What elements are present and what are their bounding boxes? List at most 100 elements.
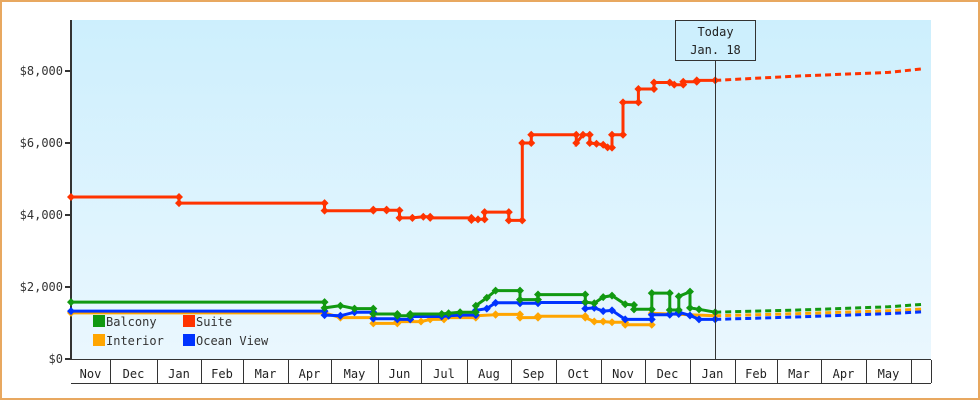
data-point-marker[interactable] [534,295,542,304]
data-point-marker[interactable] [456,308,465,317]
data-point-marker[interactable] [408,213,417,222]
data-point-marker[interactable] [336,301,345,310]
data-point-marker[interactable] [67,307,75,316]
data-point-marker[interactable] [608,318,616,327]
data-point-marker[interactable] [608,130,616,139]
data-point-marker[interactable] [686,311,694,320]
data-point-marker[interactable] [395,206,404,215]
data-point-marker[interactable] [592,139,601,148]
data-point-marker[interactable] [599,307,608,316]
data-point-marker[interactable] [650,85,658,93]
data-point-marker[interactable] [581,290,590,299]
data-point-marker[interactable] [674,306,683,315]
data-point-marker[interactable] [686,303,694,312]
legend-item-ocean-view[interactable]: Ocean View [183,334,269,348]
data-point-marker[interactable] [647,310,656,319]
data-point-marker[interactable] [471,308,480,317]
data-point-marker[interactable] [527,139,536,147]
data-point-marker[interactable] [585,130,594,139]
data-point-marker[interactable] [572,130,581,139]
data-point-marker[interactable] [382,206,391,215]
data-point-marker[interactable] [647,315,656,324]
data-point-marker[interactable] [516,313,524,322]
data-point-marker[interactable] [320,311,329,320]
data-point-marker[interactable] [426,213,435,222]
data-point-marker[interactable] [695,315,703,324]
data-point-marker[interactable] [175,199,183,208]
data-point-marker[interactable] [369,304,378,313]
data-point-marker[interactable] [686,287,694,296]
data-point-marker[interactable] [336,311,345,320]
data-point-marker[interactable] [619,130,627,139]
data-point-marker[interactable] [647,289,656,298]
data-point-marker[interactable] [590,303,599,312]
data-point-marker[interactable] [320,298,329,307]
data-point-marker[interactable] [581,304,590,313]
data-point-marker[interactable] [467,216,476,225]
data-point-marker[interactable] [419,212,428,221]
legend-item-suite[interactable]: Suite [183,315,232,329]
data-point-marker[interactable] [471,301,480,310]
data-point-marker[interactable] [670,80,679,89]
data-point-marker[interactable] [534,312,542,321]
data-point-marker[interactable] [527,130,536,139]
data-point-marker[interactable] [482,293,491,302]
data-point-marker[interactable] [665,306,674,315]
data-point-marker[interactable] [480,215,489,224]
data-point-marker[interactable] [634,98,643,107]
data-point-marker[interactable] [369,314,378,323]
data-point-marker[interactable] [406,310,415,318]
data-point-marker[interactable] [482,304,491,313]
data-point-marker[interactable] [585,139,594,147]
data-point-marker[interactable] [572,139,581,147]
data-point-marker[interactable] [350,304,359,313]
data-point-marker[interactable] [590,299,599,308]
data-point-marker[interactable] [695,305,703,314]
data-point-marker[interactable] [534,290,542,299]
data-point-marker[interactable] [647,305,656,314]
data-point-marker[interactable] [67,193,75,201]
data-point-marker[interactable] [650,78,658,87]
data-point-marker[interactable] [516,286,524,295]
data-point-marker[interactable] [599,317,608,326]
data-point-marker[interactable] [692,76,701,85]
data-point-marker[interactable] [674,292,683,301]
data-point-marker[interactable] [518,139,527,147]
data-point-marker[interactable] [320,199,329,208]
data-point-marker[interactable] [67,298,75,307]
data-point-marker[interactable] [599,293,608,302]
data-point-marker[interactable] [504,216,513,225]
data-point-marker[interactable] [474,215,482,224]
data-point-marker[interactable] [630,301,638,309]
data-point-marker[interactable] [320,206,329,215]
data-point-marker[interactable] [518,216,527,225]
data-point-marker[interactable] [647,320,656,329]
data-point-marker[interactable] [590,317,599,326]
data-point-marker[interactable] [608,291,616,300]
data-point-marker[interactable] [504,208,513,217]
data-point-marker[interactable] [395,213,404,222]
data-point-marker[interactable] [516,295,524,304]
data-point-marker[interactable] [369,205,378,214]
data-point-marker[interactable] [369,310,378,318]
legend-item-interior[interactable]: Interior [93,334,164,348]
data-point-marker[interactable] [608,143,616,152]
data-point-marker[interactable] [579,130,587,139]
data-point-marker[interactable] [480,208,489,217]
data-point-marker[interactable] [621,320,630,329]
data-point-marker[interactable] [417,317,425,326]
data-point-marker[interactable] [491,286,500,295]
data-point-marker[interactable] [665,289,674,298]
data-point-marker[interactable] [630,305,638,314]
data-point-marker[interactable] [619,98,627,107]
data-point-marker[interactable] [608,306,616,315]
data-point-marker[interactable] [175,193,183,201]
data-point-marker[interactable] [679,77,688,86]
data-point-marker[interactable] [369,319,378,328]
legend-item-balcony[interactable]: Balcony [93,315,157,329]
data-point-marker[interactable] [393,311,402,320]
data-point-marker[interactable] [634,85,643,93]
data-point-marker[interactable] [581,298,590,307]
data-point-marker[interactable] [621,315,630,324]
data-point-marker[interactable] [444,309,453,318]
